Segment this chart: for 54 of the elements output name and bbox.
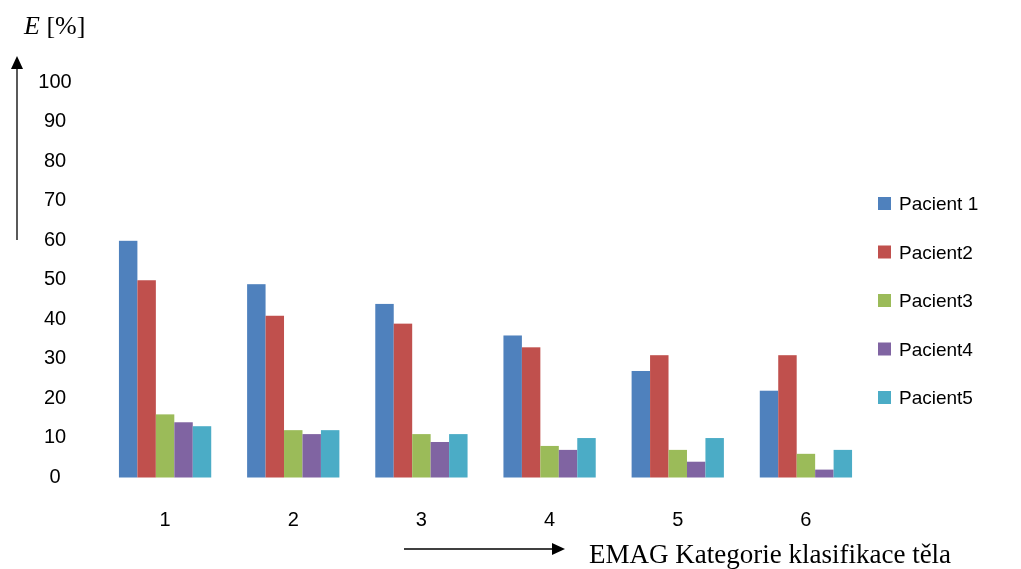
y-tick-label: 60 (43, 227, 67, 250)
bar (521, 347, 541, 478)
bar (155, 414, 175, 478)
bar (302, 434, 321, 478)
x-axis-title: EMAG Kategorie klasifikace těla (589, 539, 952, 569)
y-tick-label: 20 (43, 385, 67, 408)
bar (686, 461, 706, 478)
bar (540, 445, 559, 478)
bar (247, 284, 266, 478)
bar (393, 323, 413, 478)
x-tick-label: 5 (672, 508, 684, 530)
bar (577, 438, 596, 478)
x-tick-label: 1 (159, 508, 171, 530)
bar (137, 280, 156, 478)
legend-label: Pacient2 (899, 241, 973, 263)
bar (503, 335, 522, 478)
x-tick-label: 6 (800, 508, 812, 530)
y-tick-label: 10 (43, 425, 67, 448)
bar (815, 469, 834, 478)
bar (265, 315, 285, 478)
bar (833, 449, 853, 478)
bar (558, 449, 578, 478)
y-tick-label: 40 (43, 306, 67, 329)
legend-label: Pacient3 (899, 290, 973, 311)
bar (705, 438, 724, 478)
y-axis-title: E [%] (23, 11, 86, 40)
x-tick-label: 4 (544, 508, 556, 530)
bar (631, 370, 651, 478)
x-tick-label: 3 (415, 508, 427, 530)
bar (650, 355, 669, 478)
bar (778, 355, 797, 478)
bar (174, 422, 193, 478)
y-tick-label: 90 (43, 109, 67, 132)
bar (118, 240, 138, 478)
legend-label: Pacient5 (899, 387, 973, 408)
legend-label: Pacient4 (899, 338, 974, 360)
y-tick-label: 80 (43, 148, 67, 171)
legend-label: Pacient 1 (899, 193, 979, 214)
y-tick-label: 30 (43, 346, 67, 369)
x-tick-label: 2 (287, 508, 299, 530)
bar (796, 453, 816, 478)
y-tick-label: 0 (49, 464, 61, 487)
bar (430, 442, 450, 478)
bar (192, 426, 212, 478)
bar (412, 434, 431, 478)
y-tick-label: 70 (43, 188, 67, 211)
bar (759, 390, 779, 478)
y-tick-label: 100 (38, 70, 72, 92)
bar (449, 434, 468, 478)
y-tick-label: 50 (43, 267, 67, 290)
bar (284, 430, 303, 478)
bar (668, 449, 687, 478)
bar (320, 430, 340, 478)
bar (375, 303, 394, 478)
